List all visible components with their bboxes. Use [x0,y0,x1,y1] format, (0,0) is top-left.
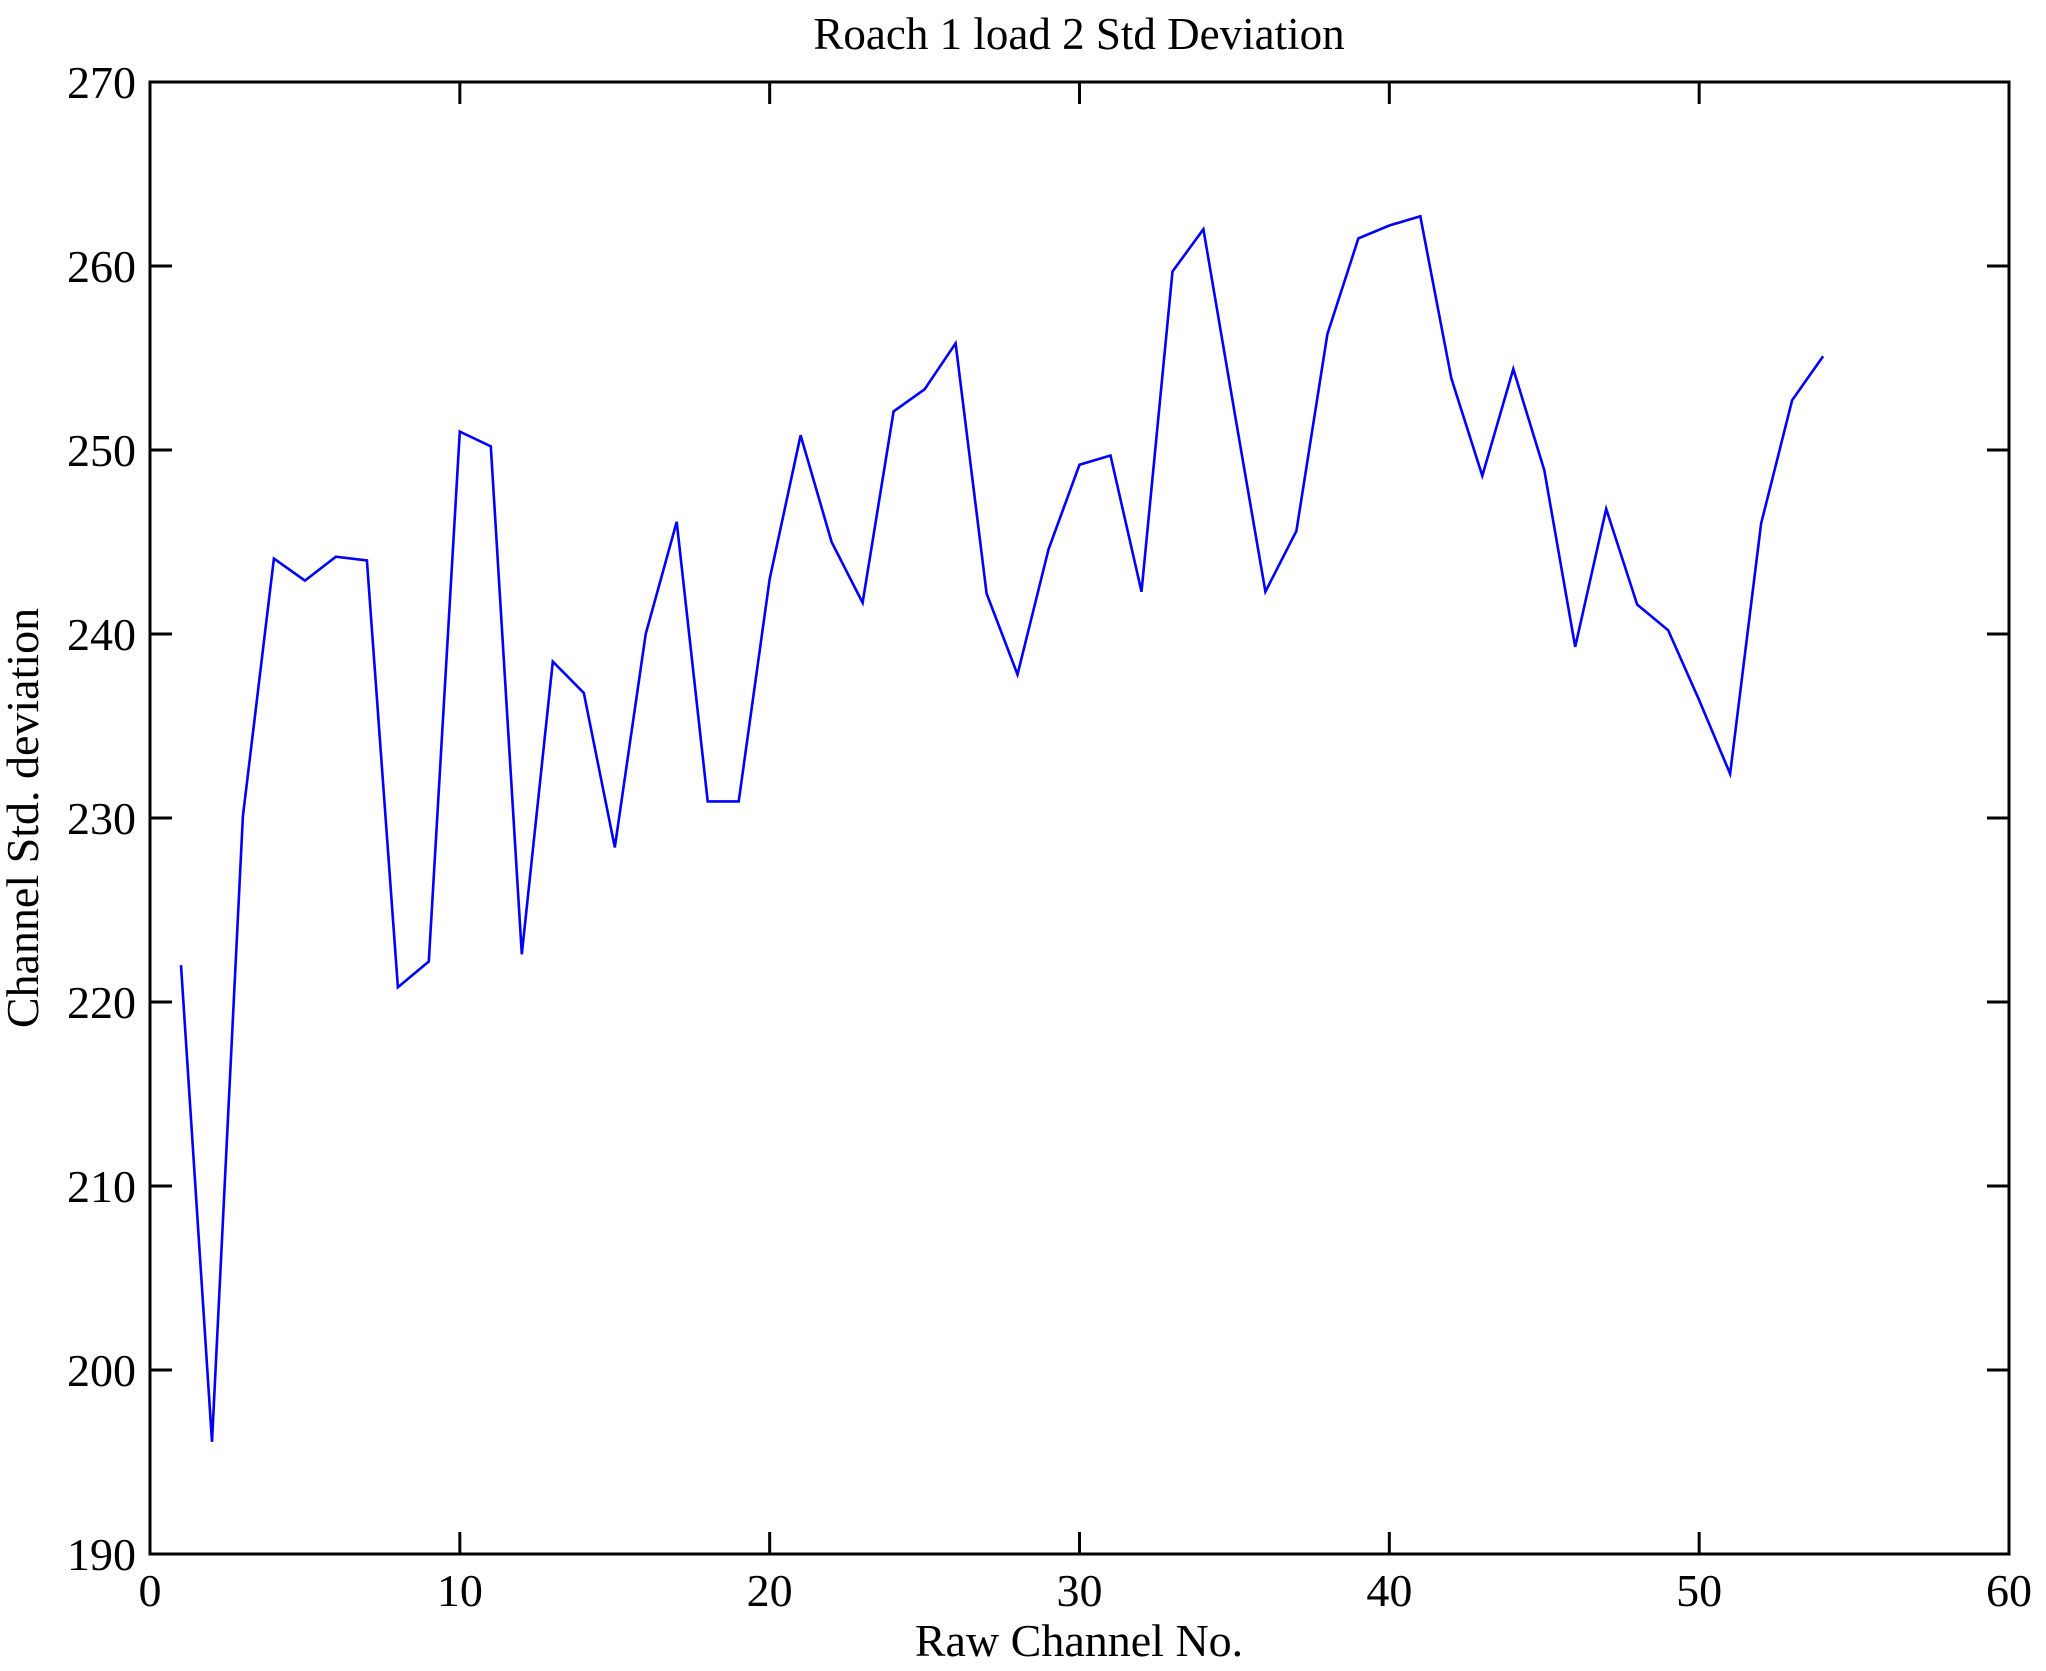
y-tick-label: 210 [67,1161,136,1212]
y-tick-label: 270 [67,57,136,108]
x-tick-label: 10 [437,1565,483,1616]
y-tick-label: 200 [67,1345,136,1396]
y-tick-label: 250 [67,425,136,476]
y-tick-label: 240 [67,609,136,660]
chart-title: Roach 1 load 2 Std Deviation [813,9,1344,59]
axis-tick-labels: 0 10 20 30 40 50 60 190 200 210 220 230 240 250 260 270 [67,57,2032,1616]
x-tick-label: 20 [747,1565,793,1616]
y-tick-label: 260 [67,241,136,292]
axis-ticks [148,80,2011,1556]
y-tick-label: 220 [67,977,136,1028]
data-line [179,214,1825,1442]
x-tick-label: 60 [1986,1565,2032,1616]
data-series-layer [179,214,1825,1442]
axes-box [148,80,2011,1556]
x-tick-label: 30 [1057,1565,1103,1616]
x-tick-label: 40 [1366,1565,1412,1616]
y-axis-label: Channel Std. deviation [0,608,48,1028]
x-tick-label: 0 [139,1565,162,1616]
x-tick-label: 50 [1676,1565,1722,1616]
y-tick-label: 190 [67,1529,136,1580]
y-tick-label: 230 [67,793,136,844]
x-axis-label: Raw Channel No. [915,1615,1243,1666]
